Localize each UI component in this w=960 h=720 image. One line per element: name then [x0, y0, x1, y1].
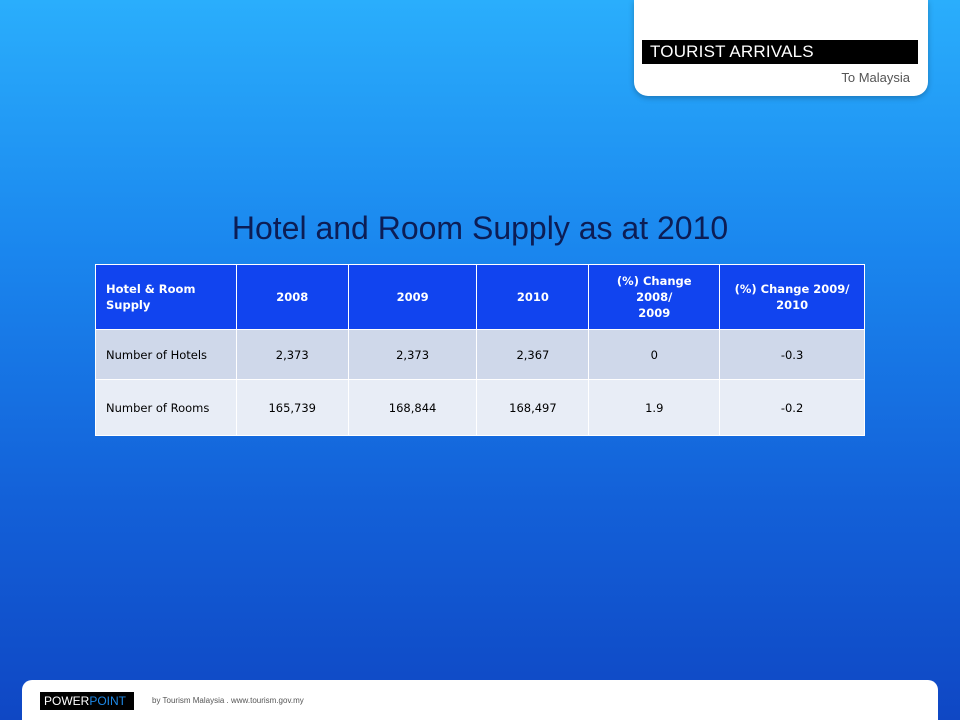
table-header-row: Hotel & Room Supply 2008 2009 2010 (%) C… [95, 264, 865, 330]
table-cell: 165,739 [235, 379, 349, 436]
brand-logo: POWERPOINT [40, 692, 134, 710]
header-cell-category: Hotel & Room Supply [95, 264, 237, 330]
header-text: 2010 [776, 298, 809, 312]
table-row: Number of Rooms 165,739 168,844 168,497 … [95, 379, 865, 436]
footer-bar: POWERPOINT by Tourism Malaysia . www.tou… [22, 680, 938, 720]
footer-credit: by Tourism Malaysia . www.tourism.gov.my [152, 696, 304, 705]
brand-word-point: POINT [89, 694, 127, 708]
header-text: (%) Change 2009/ [734, 282, 850, 296]
header-sublabel: To Malaysia [841, 70, 910, 85]
hotel-room-supply-table: Hotel & Room Supply 2008 2009 2010 (%) C… [95, 264, 865, 436]
table-cell: -0.2 [719, 379, 865, 436]
table-cell: 168,844 [347, 379, 478, 436]
header-cell-2008: 2008 [235, 264, 349, 330]
row-label-rooms: Number of Rooms [95, 379, 237, 436]
header-text: 2009 [638, 306, 671, 320]
header-text: 2010 [516, 290, 549, 304]
table-cell: -0.3 [719, 329, 865, 380]
header-cell-2010: 2010 [476, 264, 590, 330]
header-label: TOURIST ARRIVALS [642, 40, 918, 64]
header-card: TOURIST ARRIVALS To Malaysia [634, 0, 928, 96]
table-cell: 0 [588, 329, 721, 380]
table-row: Number of Hotels 2,373 2,373 2,367 0 -0.… [95, 329, 865, 380]
header-text: (%) Change [616, 274, 692, 288]
header-text: 2008/ [636, 290, 673, 304]
table-cell: 168,497 [476, 379, 590, 436]
header-text: Hotel & Room [106, 282, 196, 296]
brand-word-power: POWER [44, 694, 90, 708]
header-cell-change-2008-2009: (%) Change 2008/ 2009 [588, 264, 721, 330]
header-text: Supply [106, 298, 151, 312]
header-cell-change-2009-2010: (%) Change 2009/ 2010 [719, 264, 865, 330]
table-cell: 1.9 [588, 379, 721, 436]
table-cell: 2,373 [235, 329, 349, 380]
header-cell-2009: 2009 [347, 264, 478, 330]
header-text: 2008 [276, 290, 309, 304]
header-text: 2009 [396, 290, 429, 304]
slide-title: Hotel and Room Supply as at 2010 [231, 210, 729, 246]
table-cell: 2,367 [476, 329, 590, 380]
table-cell: 2,373 [347, 329, 478, 380]
row-label-hotels: Number of Hotels [95, 329, 237, 380]
